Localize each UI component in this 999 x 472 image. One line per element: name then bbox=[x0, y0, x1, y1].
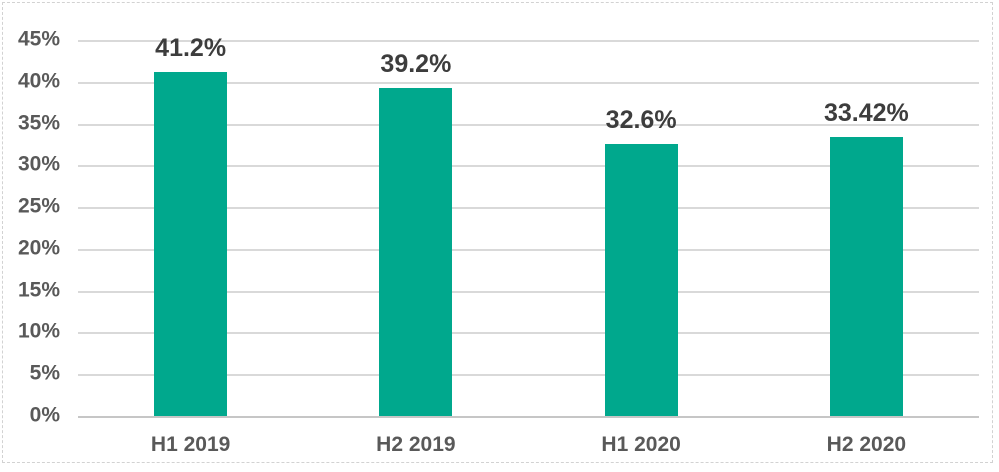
bar bbox=[604, 143, 678, 416]
y-axis-tick-label: 40% bbox=[17, 69, 60, 93]
bar bbox=[829, 136, 903, 416]
bar-value-label: 41.2% bbox=[155, 33, 227, 62]
chart-border-frame: 41.2% 39.2% 32.6% 33.42% 0% 5% 10% 15% 20% 25% 30… bbox=[2, 2, 993, 463]
x-axis-category-label: H2 2019 bbox=[376, 433, 456, 456]
y-axis-tick-label: 5% bbox=[29, 361, 60, 385]
bar bbox=[379, 88, 453, 416]
y-axis-tick-label: 10% bbox=[17, 319, 60, 343]
bar-value-label: 33.42% bbox=[823, 98, 909, 127]
gridline bbox=[78, 81, 979, 84]
gridline bbox=[78, 123, 979, 126]
bar bbox=[154, 71, 228, 416]
gridline bbox=[78, 332, 979, 335]
x-axis-category-label: H1 2020 bbox=[601, 433, 681, 456]
y-axis-tick-label: 45% bbox=[17, 27, 60, 51]
gridline bbox=[78, 207, 979, 210]
gridline bbox=[78, 248, 979, 251]
gridline bbox=[78, 290, 979, 293]
gridline bbox=[78, 374, 979, 377]
y-axis-labels: 0% 5% 10% 15% 20% 25% 30% 35% 40% 45% bbox=[3, 28, 60, 427]
y-axis-tick-label: 20% bbox=[17, 236, 60, 260]
x-axis-labels: H1 2019 H2 2019 H1 2020 H2 2020 bbox=[78, 433, 979, 463]
x-axis-line bbox=[78, 416, 979, 418]
y-axis-tick-label: 35% bbox=[17, 111, 60, 135]
y-axis-tick-label: 25% bbox=[17, 194, 60, 218]
y-axis-tick-label: 30% bbox=[17, 152, 60, 176]
bar-value-label: 39.2% bbox=[380, 50, 452, 79]
gridline bbox=[78, 40, 979, 42]
gridline bbox=[78, 165, 979, 168]
x-axis-category-label: H2 2020 bbox=[826, 433, 907, 456]
x-axis-category-label: H1 2019 bbox=[150, 433, 231, 456]
y-axis-tick-label: 15% bbox=[17, 278, 60, 302]
plot-area: 41.2% 39.2% 32.6% 33.42% bbox=[78, 34, 979, 418]
y-axis-tick-label: 0% bbox=[29, 403, 60, 427]
bar-value-label: 32.6% bbox=[605, 105, 677, 134]
